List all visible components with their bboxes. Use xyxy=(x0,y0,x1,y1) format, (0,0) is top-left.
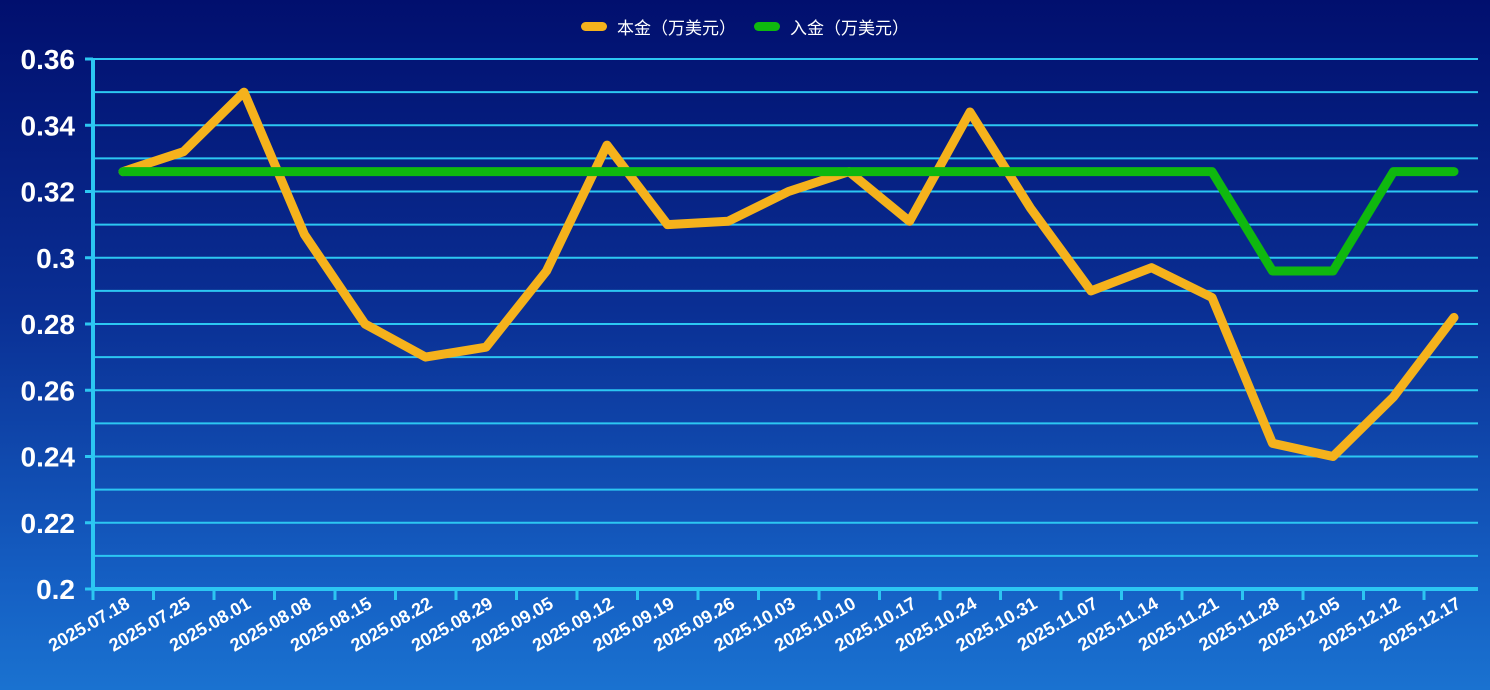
y-tick-label: 0.24 xyxy=(21,442,76,473)
y-tick-label: 0.2 xyxy=(36,574,75,605)
legend-swatch-deposit xyxy=(754,22,780,31)
data-point-deposit xyxy=(482,167,490,176)
data-point-deposit xyxy=(1147,167,1156,176)
data-point-principal xyxy=(1268,439,1277,448)
data-point-deposit xyxy=(1450,167,1458,176)
data-point-principal xyxy=(966,108,974,116)
legend-label-deposit: 入金（万美元） xyxy=(790,19,909,39)
data-point-principal xyxy=(1389,392,1398,401)
data-point-principal xyxy=(179,147,188,156)
y-tick-label: 0.28 xyxy=(21,309,76,340)
data-point-deposit xyxy=(1329,267,1337,275)
data-point-deposit xyxy=(542,167,551,176)
data-point-deposit xyxy=(784,167,793,176)
data-point-principal xyxy=(240,88,248,97)
data-point-deposit xyxy=(1026,167,1035,176)
y-tick-label: 0.3 xyxy=(36,243,75,274)
data-point-deposit xyxy=(119,167,127,176)
y-tick-label: 0.22 xyxy=(21,508,76,539)
legend-item-deposit[interactable]: 入金（万美元） xyxy=(754,14,909,39)
data-point-deposit xyxy=(1268,267,1277,275)
legend-item-principal[interactable]: 本金（万美元） xyxy=(581,14,736,39)
data-point-principal xyxy=(784,187,793,196)
y-tick-label: 0.32 xyxy=(21,177,76,208)
data-point-principal xyxy=(1087,286,1095,295)
data-point-deposit xyxy=(1208,167,1216,176)
data-point-principal xyxy=(1147,263,1156,272)
legend: 本金（万美元） 入金（万美元） xyxy=(0,14,1490,39)
data-point-deposit xyxy=(724,167,732,176)
data-point-principal xyxy=(1026,204,1035,213)
data-point-deposit xyxy=(905,167,914,176)
data-point-principal xyxy=(1450,313,1458,322)
data-point-principal xyxy=(542,267,551,275)
data-point-deposit xyxy=(1087,167,1095,176)
y-tick-label: 0.26 xyxy=(21,375,76,406)
data-point-principal xyxy=(1208,293,1216,302)
y-tick-label: 0.34 xyxy=(21,110,76,141)
series-line-principal xyxy=(118,87,1459,461)
data-point-deposit xyxy=(421,167,430,176)
legend-label-principal: 本金（万美元） xyxy=(617,19,736,39)
data-point-deposit xyxy=(966,167,974,176)
data-point-deposit xyxy=(1389,167,1398,176)
data-point-principal xyxy=(300,230,309,239)
data-point-deposit xyxy=(240,167,248,176)
data-point-deposit xyxy=(361,167,369,176)
data-point-principal xyxy=(905,217,914,226)
data-point-deposit xyxy=(179,167,188,176)
data-point-principal xyxy=(421,353,430,362)
data-point-principal xyxy=(482,343,490,352)
data-point-principal xyxy=(361,320,369,328)
data-point-deposit xyxy=(845,167,853,176)
data-point-principal xyxy=(663,220,672,229)
data-point-principal xyxy=(724,217,732,226)
data-point-deposit xyxy=(663,167,672,176)
data-point-deposit xyxy=(300,167,309,176)
data-point-deposit xyxy=(603,167,611,176)
data-point-principal xyxy=(1329,452,1337,461)
y-tick-label: 0.36 xyxy=(21,44,76,75)
legend-swatch-principal xyxy=(581,22,607,31)
data-point-principal xyxy=(603,141,611,150)
